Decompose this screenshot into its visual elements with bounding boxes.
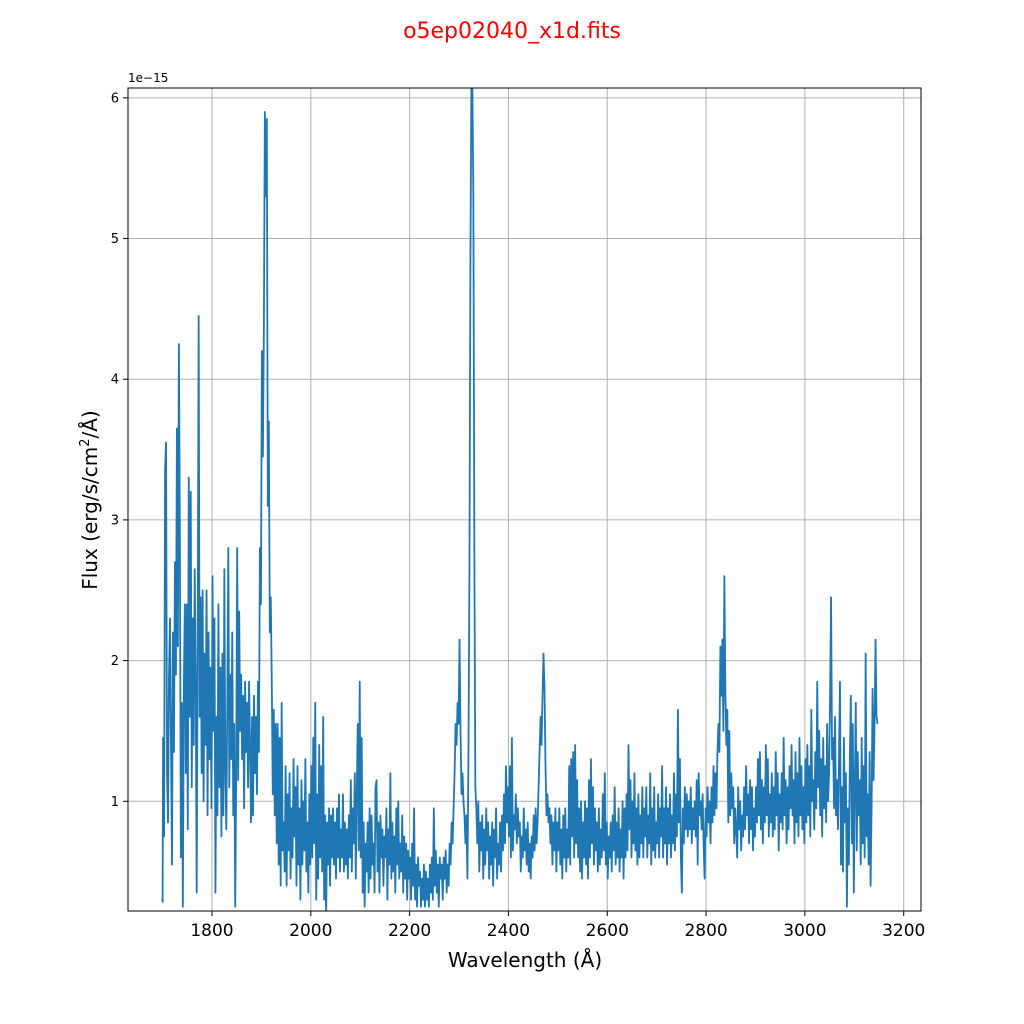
x-tick-label: 2200 [388,921,431,941]
y-axis-label: Flux (erg/s/cm2/Å) [78,410,102,590]
y-tick-label: 2 [111,654,119,669]
x-axis-label: Wavelength (Å) [448,948,602,972]
flux-series-line [161,88,879,911]
x-tick-label: 2400 [487,921,530,941]
y-offset-text: 1e−15 [128,71,168,85]
y-tick-label: 1 [111,795,119,810]
x-tick-label: 2800 [684,921,727,941]
y-axis-label-superscript: 2 [78,438,93,446]
chart-title: o5ep02040_x1d.fits [403,19,621,44]
x-tick-label: 2600 [586,921,629,941]
y-tick-label: 6 [111,91,119,106]
plot-area [161,88,879,911]
y-tick-label: 3 [111,513,119,528]
y-axis-ticks: 1 2 3 4 5 6 [111,91,128,810]
y-tick-label: 4 [111,373,119,388]
x-tick-label: 1800 [190,921,233,941]
y-axis-label-prefix: Flux (erg/s/cm [78,447,102,590]
x-axis-ticks: 1800 2000 2200 2400 2600 2800 3000 3200 [190,911,925,941]
x-tick-label: 3000 [783,921,826,941]
y-tick-label: 5 [111,232,119,247]
grid [128,88,921,911]
x-tick-label: 2000 [289,921,332,941]
axes-frame [127,87,922,912]
y-axis-label-suffix: /Å) [78,410,102,438]
x-tick-label: 3200 [882,921,925,941]
